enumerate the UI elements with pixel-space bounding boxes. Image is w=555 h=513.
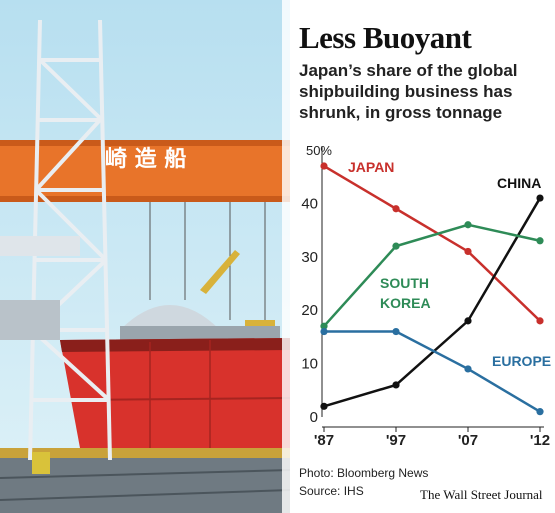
series-label-europe: EUROPE [492,353,551,369]
y-tick-label: 10 [301,356,318,373]
data-point-china [392,381,400,389]
data-point-south-korea [536,237,544,245]
data-point-china [464,317,472,325]
crane-sign: 崎 造 船 [105,146,186,172]
series-line-europe [324,330,541,413]
data-point-south-korea [392,242,400,250]
series-line-china [323,197,542,408]
chart-axes: 0 10 20 30 40 50% '87 '97 '07 '12 [301,143,550,449]
line-chart: 0 10 20 30 40 50% '87 '97 '07 '12 JAPAN CHINA SOUTH… [301,143,551,449]
series-line-south-korea [323,223,541,328]
source-note: Source: IHS [299,484,364,498]
series-label-japan: JAPAN [348,159,394,175]
data-point-europe [464,365,472,373]
data-point-south-korea [320,322,328,330]
x-tick-label: '87 [314,432,334,449]
data-point-japan [536,317,544,325]
data-point-china [320,402,328,410]
chart-title: Less Buoyant [299,20,472,55]
y-tick-label: 20 [301,302,318,319]
data-point-europe [536,408,544,416]
y-tick-label: 30 [301,249,318,266]
series-label-south-korea: SOUTH [380,275,429,291]
y-tick-label: 50% [306,143,332,158]
y-tick-label: 0 [310,409,318,426]
publisher-name: The Wall Street Journal [420,487,543,502]
data-point-south-korea [464,221,472,229]
series-label-south-korea: KOREA [380,295,431,311]
x-tick-label: '12 [530,432,550,449]
series-layer [320,162,544,416]
data-point-japan [392,205,400,213]
series-line-japan [323,164,541,322]
x-tick-label: '97 [386,432,406,449]
data-point-japan [464,247,472,256]
data-point-china [536,194,544,202]
series-label-china: CHINA [497,175,541,191]
data-point-europe [320,327,328,336]
photo-credit: Photo: Bloomberg News [299,466,429,480]
chart-subtitle: Japan’s share of the global shipbuilding… [299,61,518,122]
x-tick-label: '07 [458,432,478,449]
data-point-europe [392,327,400,336]
data-point-japan [320,162,328,170]
shipyard-photo: 崎 造 船 [0,0,290,513]
y-tick-label: 40 [301,195,318,212]
series-labels: JAPAN CHINA SOUTH KOREA EUROPE [348,159,551,369]
